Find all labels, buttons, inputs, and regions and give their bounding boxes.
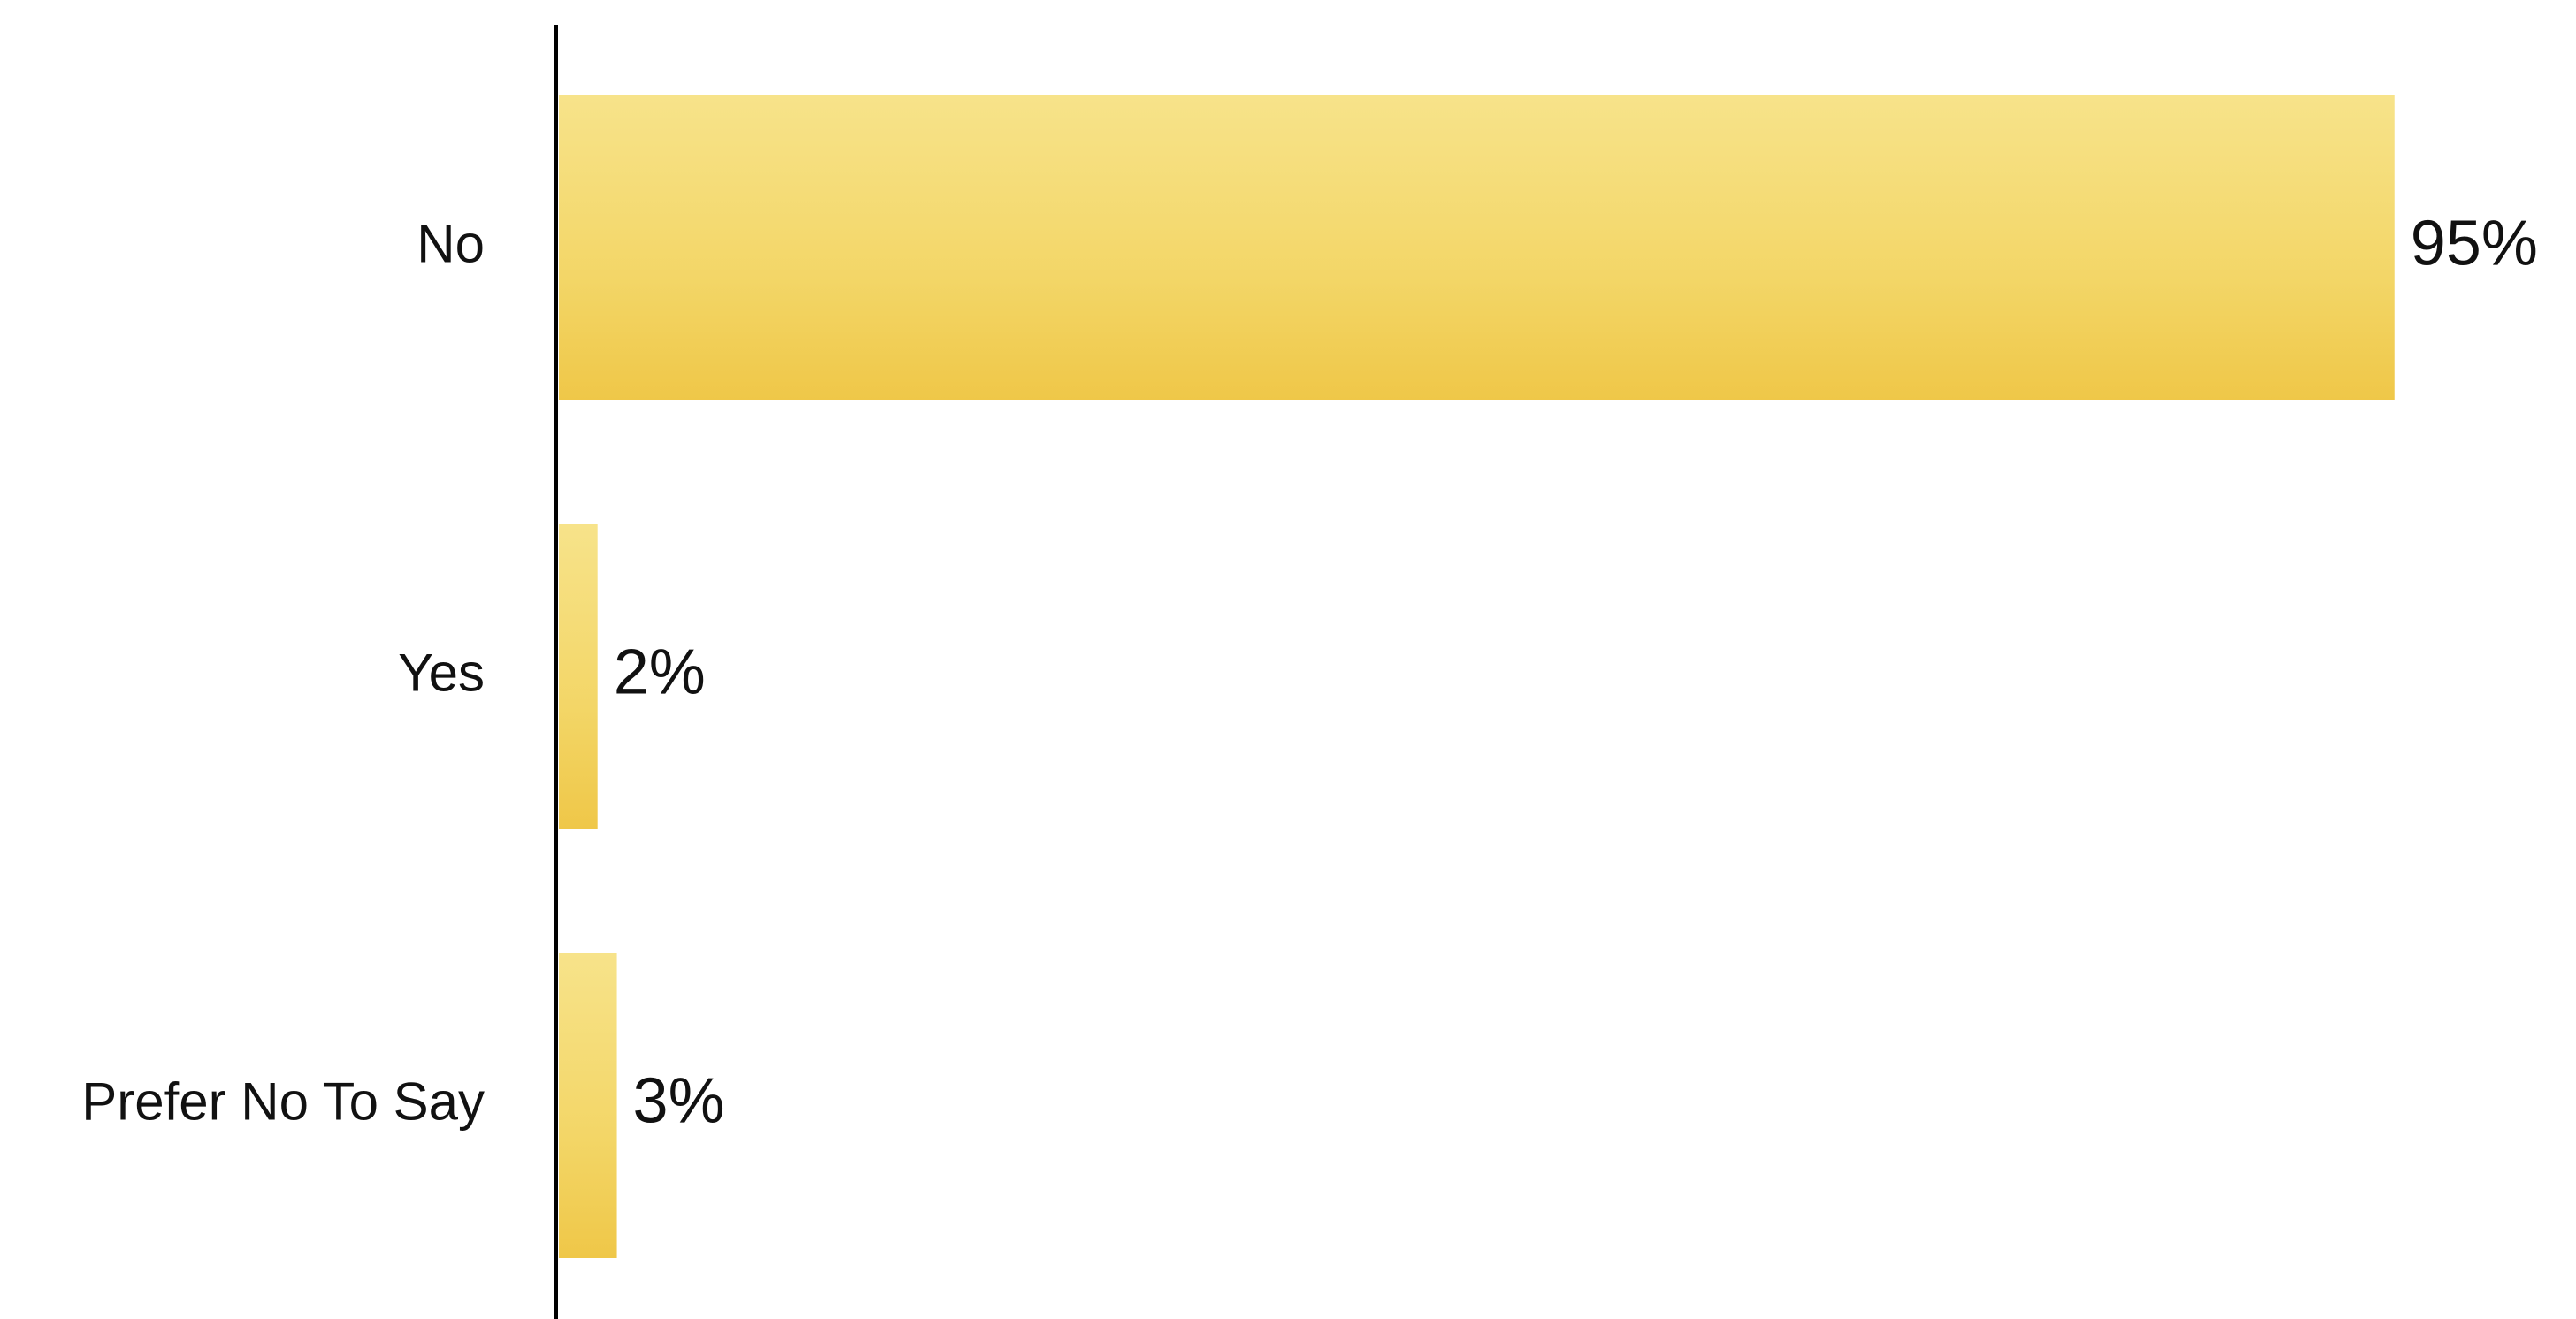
value-label: 2% (614, 637, 706, 708)
category-label: Yes (398, 643, 485, 702)
category-label: No (417, 214, 485, 273)
bar (559, 95, 2395, 400)
category-label: Prefer No To Say (81, 1071, 485, 1131)
bar (559, 953, 617, 1258)
value-label: 95% (2411, 209, 2538, 279)
bar (559, 524, 598, 829)
value-label: 3% (633, 1066, 725, 1137)
